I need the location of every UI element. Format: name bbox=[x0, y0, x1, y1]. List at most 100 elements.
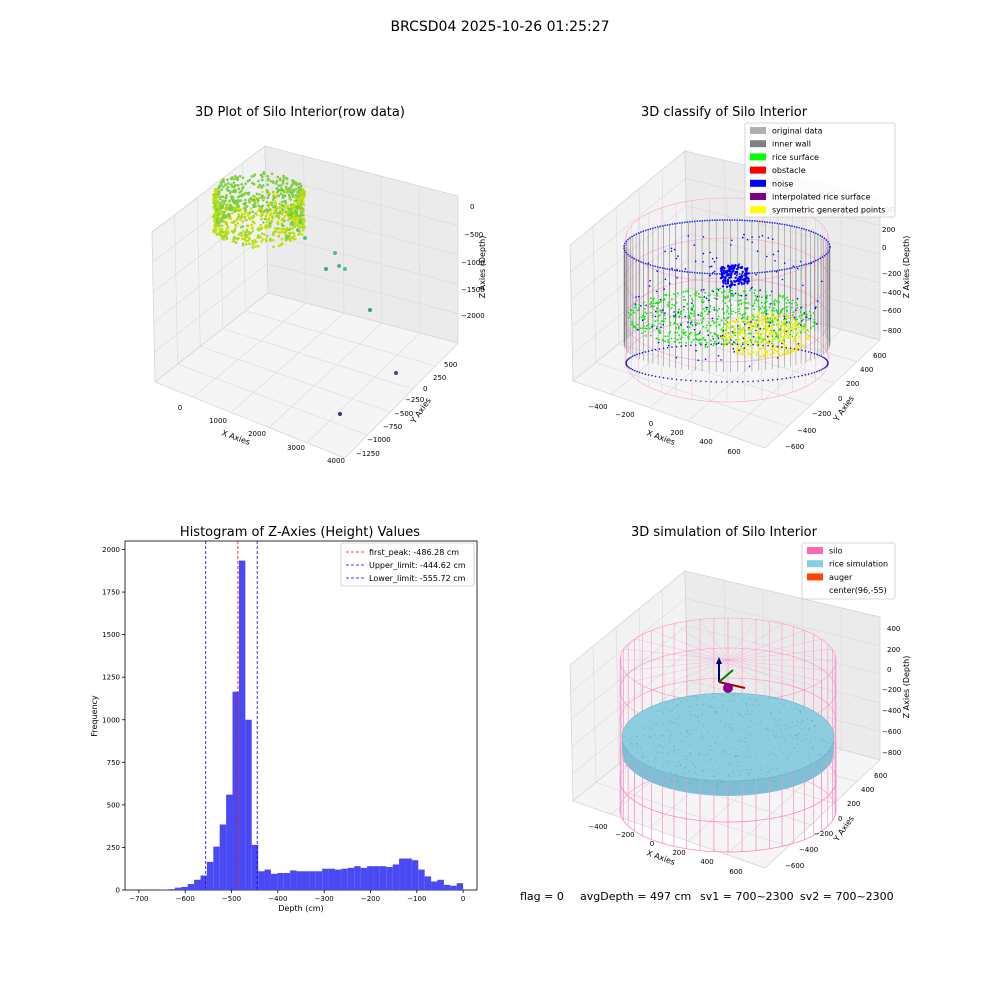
raw-point bbox=[293, 235, 296, 238]
classify-rice-point bbox=[685, 331, 687, 333]
classify-rice-point bbox=[649, 328, 651, 330]
rice-simulation-point bbox=[684, 773, 685, 774]
classify-noise-point bbox=[671, 378, 673, 380]
classify-noise-point bbox=[740, 267, 742, 269]
classify-rice-point bbox=[693, 304, 695, 306]
classify-rice-point bbox=[812, 325, 814, 327]
rice-simulation-point bbox=[783, 705, 784, 706]
classify-rice-point bbox=[721, 319, 723, 321]
classify-noise-point bbox=[705, 358, 707, 360]
raw-point bbox=[222, 220, 225, 223]
classify-rice-point bbox=[635, 305, 637, 307]
classify-rice-point bbox=[703, 308, 705, 310]
rice-simulation-point bbox=[787, 771, 788, 772]
rice-simulation-point bbox=[774, 719, 775, 720]
classify-rice-point bbox=[735, 312, 737, 314]
raw-point bbox=[219, 197, 222, 200]
classify-rice-point bbox=[766, 295, 768, 297]
status-line: flag = 0 avgDepth = 497 cm sv1 = 700~230… bbox=[520, 890, 894, 903]
rice-simulation-point bbox=[697, 717, 698, 718]
classify-rice-point bbox=[722, 308, 724, 310]
raw-point bbox=[214, 190, 217, 193]
classify-rice-point bbox=[646, 313, 648, 315]
classify-noise-point bbox=[757, 344, 759, 346]
raw-point bbox=[302, 189, 305, 192]
classify-noise-point bbox=[676, 346, 678, 348]
rice-simulation-point bbox=[703, 737, 704, 738]
classify-rice-point bbox=[800, 311, 802, 313]
classify-symmetric-point bbox=[738, 339, 740, 341]
legend-swatch bbox=[750, 193, 766, 200]
classify-noise-point bbox=[695, 344, 697, 346]
classify-symmetric-point bbox=[777, 326, 779, 328]
rice-simulation-point bbox=[749, 757, 750, 758]
classify-noise-point bbox=[685, 380, 687, 382]
raw-point bbox=[242, 243, 245, 246]
raw-point bbox=[245, 240, 248, 243]
rice-simulation-point bbox=[803, 708, 804, 709]
classify-rice-point bbox=[656, 307, 658, 309]
rice-simulation-point bbox=[803, 762, 804, 763]
rice-simulation-point bbox=[699, 751, 700, 752]
rice-simulation-point bbox=[773, 735, 774, 736]
classify-rice-point bbox=[739, 295, 741, 297]
rice-simulation-point bbox=[792, 722, 793, 723]
raw-point bbox=[239, 208, 241, 210]
histogram-bar bbox=[258, 871, 264, 890]
rice-simulation-point bbox=[746, 756, 747, 757]
rice-simulation-point bbox=[812, 720, 813, 721]
classify-rice-point bbox=[671, 338, 673, 340]
histogram-bar bbox=[168, 889, 174, 890]
classify-noise-point bbox=[730, 267, 732, 269]
raw-point bbox=[234, 207, 237, 210]
raw-point bbox=[265, 240, 268, 243]
raw-point bbox=[223, 202, 226, 205]
rice-simulation-point bbox=[639, 762, 640, 763]
classify-rice-point bbox=[756, 297, 758, 299]
y-tick-label: 750 bbox=[107, 759, 120, 767]
rice-simulation-point bbox=[750, 720, 751, 721]
raw-point bbox=[294, 197, 296, 199]
classify-noise-point bbox=[656, 270, 658, 272]
classify-rice-point bbox=[687, 291, 689, 293]
rice-simulation-point bbox=[699, 754, 700, 755]
classify-symmetric-point bbox=[777, 339, 779, 341]
classify-rice-point bbox=[695, 332, 697, 334]
simulation-x-tick: 600 bbox=[729, 868, 742, 876]
classify-rice-point bbox=[683, 299, 685, 301]
classify-noise-point bbox=[762, 345, 764, 347]
classify-rice-point bbox=[644, 328, 646, 330]
raw-point bbox=[262, 238, 265, 241]
classify-symmetric-point bbox=[798, 330, 800, 332]
rice-simulation-point bbox=[711, 749, 712, 750]
classify-rice-point bbox=[781, 308, 783, 310]
classify-symmetric-point bbox=[748, 316, 750, 318]
rice-simulation-point bbox=[723, 695, 724, 696]
raw-point bbox=[236, 184, 239, 187]
classify-rice-point bbox=[670, 331, 672, 333]
classify-noise-point bbox=[805, 374, 807, 376]
classify-rice-point bbox=[665, 294, 667, 296]
rice-simulation-point bbox=[688, 771, 689, 772]
rice-simulation-point bbox=[705, 781, 706, 782]
classify-rice-point bbox=[638, 304, 640, 306]
raw-point bbox=[231, 185, 234, 188]
classify-noise-point bbox=[645, 373, 647, 375]
raw-point bbox=[247, 225, 249, 227]
classify-noise-point bbox=[781, 343, 783, 345]
rice-simulation-point bbox=[664, 776, 665, 777]
classify-noise-point bbox=[782, 279, 784, 281]
classify-rice-point bbox=[662, 340, 664, 342]
raw-point bbox=[263, 198, 265, 200]
classify-symmetric-point bbox=[798, 326, 800, 328]
classify-rice-point bbox=[669, 316, 671, 318]
rice-simulation-point bbox=[820, 754, 821, 755]
raw-point bbox=[262, 221, 264, 223]
classify-rice-point bbox=[713, 322, 715, 324]
classify-rice-point bbox=[653, 302, 655, 304]
classify-rice-point bbox=[702, 302, 704, 304]
x-tick-label: −300 bbox=[315, 895, 334, 903]
classify-rice-point bbox=[764, 311, 766, 313]
rice-simulation-point bbox=[738, 713, 739, 714]
classify-noise-point bbox=[726, 343, 728, 345]
